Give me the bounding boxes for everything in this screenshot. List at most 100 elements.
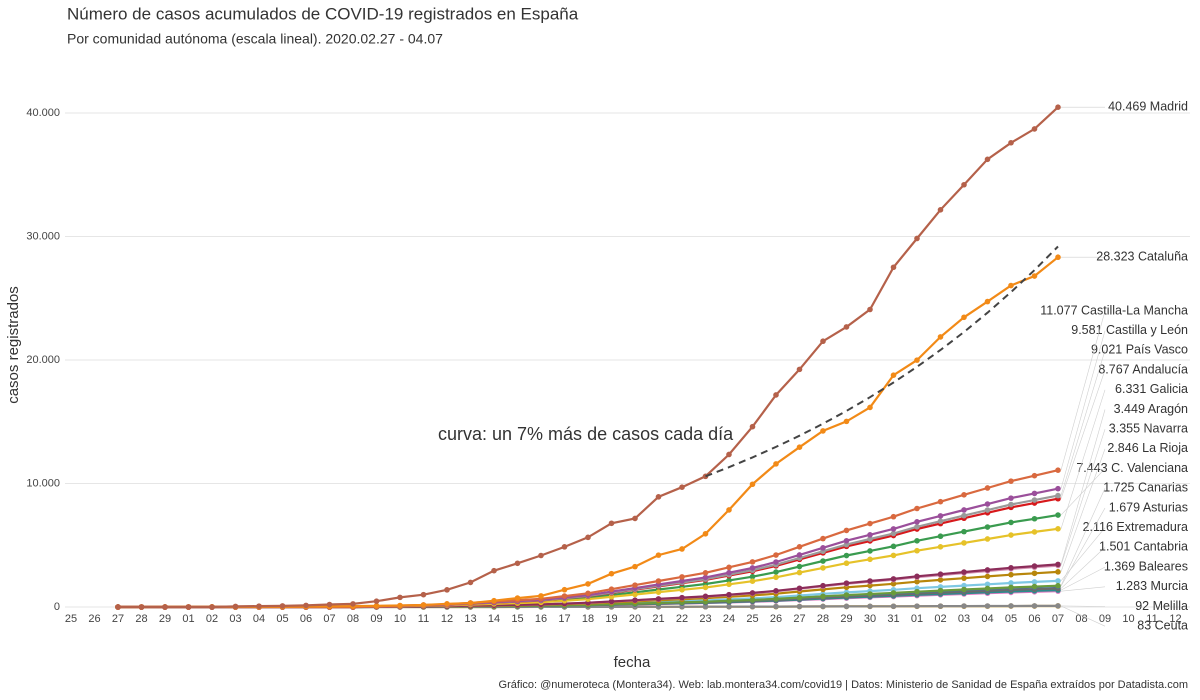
data-point (726, 507, 732, 513)
data-point (726, 598, 732, 604)
data-point (914, 505, 920, 512)
leader-line (1060, 605, 1106, 607)
data-point (1008, 603, 1014, 609)
data-point (397, 594, 403, 601)
curve-line (705, 245, 1059, 478)
x-tick-label: 06 (1028, 613, 1040, 625)
data-point (1055, 485, 1061, 492)
data-point (655, 596, 662, 602)
data-point (702, 574, 709, 581)
data-point (702, 570, 709, 576)
data-point (491, 597, 497, 604)
data-point (702, 593, 709, 600)
x-tick-label: 04 (981, 613, 993, 625)
data-point (890, 530, 897, 537)
series-label: 3.355 Navarra (1109, 421, 1188, 435)
data-point (820, 565, 826, 571)
data-point (232, 603, 239, 610)
leader-line (1060, 507, 1106, 587)
x-tick-label: 30 (864, 613, 876, 625)
data-point (961, 314, 967, 321)
x-tick-label: 12 (441, 613, 453, 625)
data-point (1008, 501, 1014, 508)
x-tick-label: 09 (1099, 613, 1111, 625)
data-point (420, 591, 427, 598)
data-point (914, 538, 920, 544)
data-point (1055, 492, 1061, 499)
series-label: 1.725 Canarias (1103, 481, 1188, 495)
series-label: 1.283 Murcia (1116, 579, 1188, 593)
x-tick-label: 27 (793, 613, 805, 625)
data-point (350, 601, 356, 607)
data-point (984, 507, 991, 513)
data-point (726, 591, 732, 598)
data-point (632, 563, 638, 570)
data-point (961, 582, 967, 589)
x-tick-label: 13 (464, 613, 476, 625)
series-line (118, 106, 1059, 609)
data-point (749, 573, 756, 580)
x-tick-label: 24 (723, 613, 735, 625)
x-tick-label: 17 (558, 613, 570, 625)
data-point (397, 602, 403, 609)
data-point (726, 603, 732, 610)
data-point (961, 507, 967, 513)
data-point (796, 585, 803, 592)
data-point (491, 567, 497, 574)
data-point (608, 570, 615, 577)
data-point (843, 324, 850, 330)
x-tick-label: 10 (394, 613, 406, 625)
data-point (1008, 519, 1014, 526)
data-point (1008, 532, 1014, 538)
data-point (726, 451, 732, 458)
data-point (373, 602, 380, 609)
x-tick-label: 28 (135, 613, 147, 625)
data-point (773, 559, 779, 565)
data-point (632, 515, 638, 522)
x-tick-label: 26 (88, 613, 100, 625)
data-point (890, 603, 897, 610)
data-point (890, 581, 897, 587)
data-point (726, 569, 732, 576)
data-point (984, 485, 991, 491)
data-point (961, 528, 967, 535)
data-point (1008, 571, 1014, 578)
data-point (867, 582, 873, 589)
x-tick-label: 22 (676, 613, 688, 625)
series-label: 28.323 Cataluña (1096, 250, 1188, 264)
data-point (820, 558, 826, 564)
data-point (820, 582, 826, 589)
x-tick-label: 18 (582, 613, 594, 625)
data-point (185, 604, 192, 610)
data-point (914, 357, 920, 363)
data-point (843, 418, 850, 425)
data-point (820, 545, 826, 551)
caption: Gráfico: @numeroteca (Montera34). Web: l… (499, 679, 1188, 691)
series-label: 2.116 Extremadura (1083, 520, 1188, 534)
data-point (796, 552, 803, 558)
data-point (937, 587, 944, 594)
x-tick-label: 29 (840, 613, 852, 625)
series-label: 1.369 Baleares (1104, 559, 1188, 573)
data-point (749, 565, 756, 571)
data-point (961, 492, 967, 498)
data-point (1055, 603, 1061, 609)
data-point (890, 526, 897, 532)
x-tick-label: 25 (746, 613, 758, 625)
leader-line (1060, 429, 1106, 566)
data-point (773, 596, 779, 602)
data-point (1031, 603, 1038, 609)
series-label: 6.331 Galicia (1115, 382, 1188, 396)
data-point (585, 590, 591, 597)
data-point (890, 372, 897, 378)
data-point (773, 603, 779, 610)
data-point (608, 520, 615, 527)
data-point (1055, 254, 1061, 261)
data-point (467, 600, 474, 606)
data-point (679, 484, 685, 491)
data-point (514, 595, 521, 601)
leader-line (1060, 350, 1106, 496)
data-point (655, 578, 662, 584)
x-tick-label: 28 (817, 613, 829, 625)
data-point (373, 598, 380, 604)
